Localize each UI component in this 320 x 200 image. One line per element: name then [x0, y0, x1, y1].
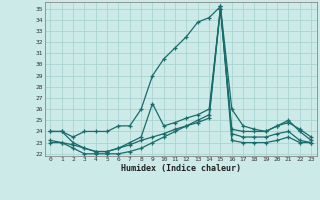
X-axis label: Humidex (Indice chaleur): Humidex (Indice chaleur) — [121, 164, 241, 173]
